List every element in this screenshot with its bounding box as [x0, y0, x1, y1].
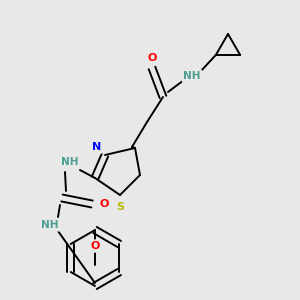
Text: NH: NH — [183, 71, 201, 81]
Text: N: N — [92, 142, 102, 152]
Text: NH: NH — [41, 220, 59, 230]
Text: S: S — [116, 202, 124, 212]
Text: O: O — [90, 241, 100, 251]
Text: O: O — [147, 53, 157, 63]
Text: NH: NH — [61, 157, 79, 167]
Text: O: O — [99, 199, 109, 209]
